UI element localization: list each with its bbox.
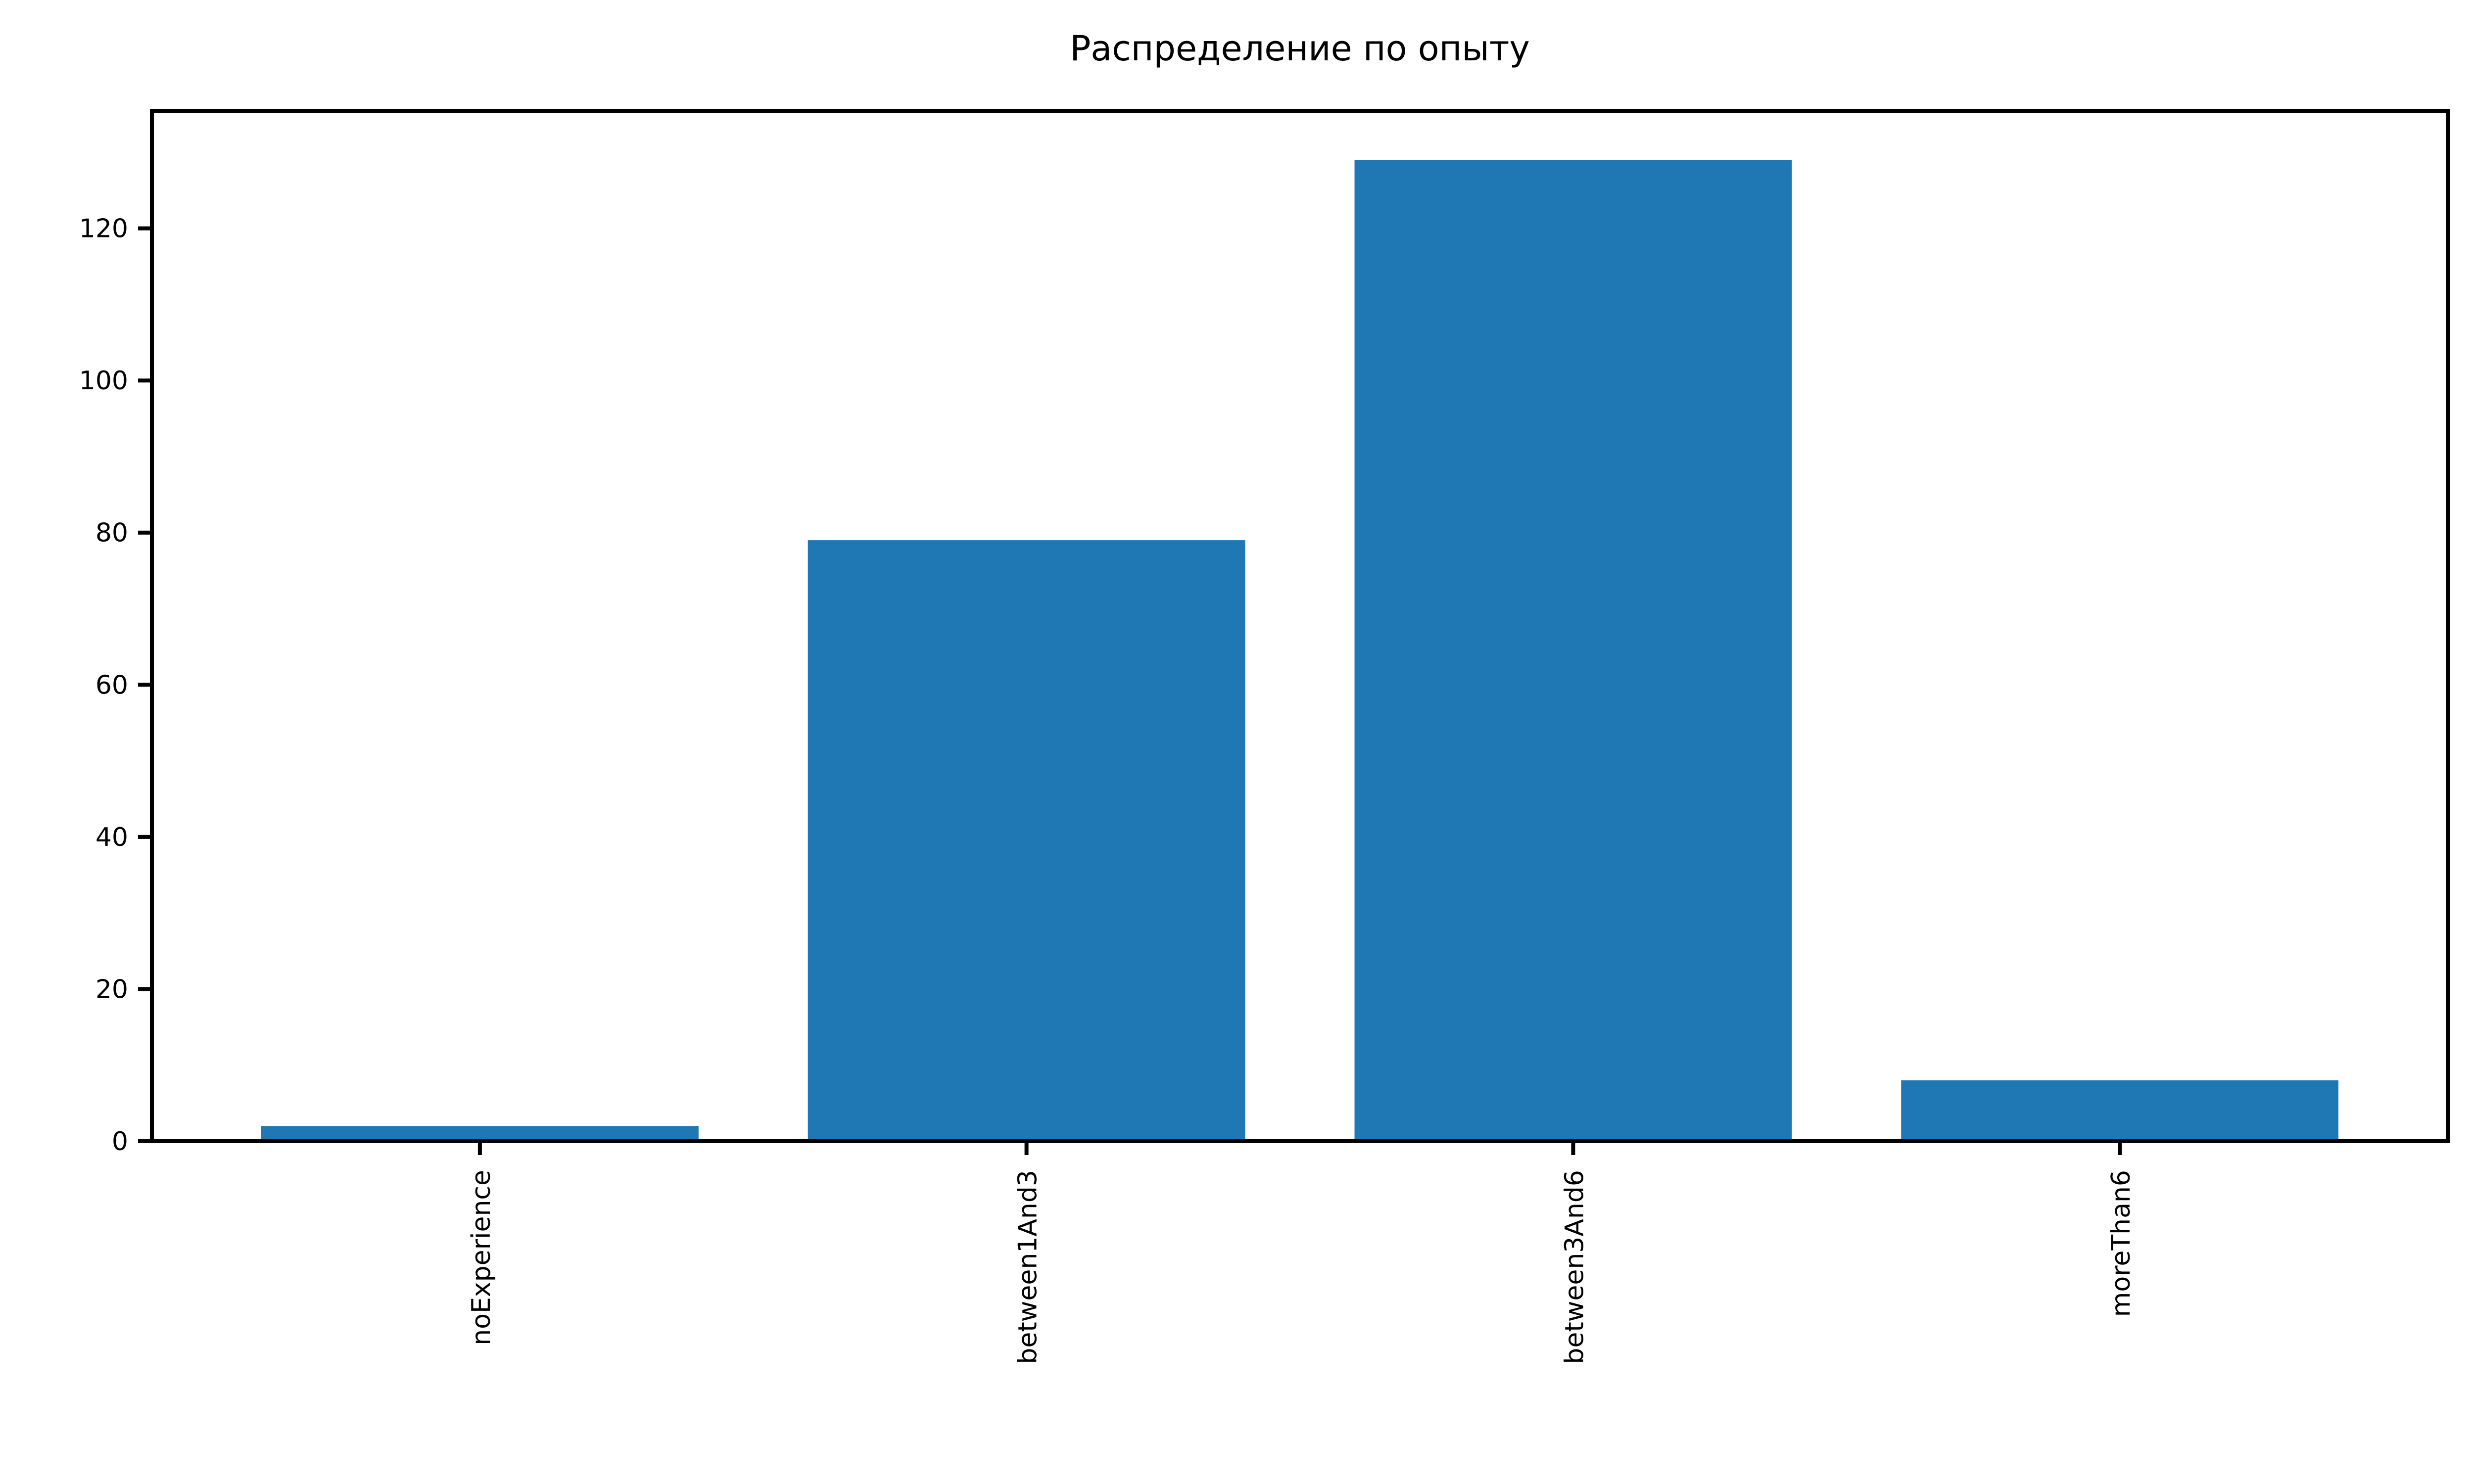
y-tick-label: 100 — [79, 366, 128, 396]
bars-group — [261, 160, 2338, 1142]
x-tick-label: between3And6 — [1560, 1170, 1589, 1364]
x-tick-label: moreThan6 — [2106, 1170, 2136, 1317]
bar-between1And3 — [808, 540, 1245, 1141]
y-tick-label: 60 — [95, 670, 128, 700]
chart-title: Распределение по опыту — [1070, 28, 1530, 69]
bar-between3And6 — [1354, 160, 1792, 1142]
y-tick-label: 0 — [112, 1127, 128, 1157]
x-tick-label: noExperience — [467, 1170, 496, 1345]
y-tick-label: 120 — [79, 214, 128, 244]
x-tick-label: between1And3 — [1013, 1170, 1043, 1364]
bar-moreThan6 — [1901, 1080, 2338, 1141]
y-tick-label: 80 — [95, 518, 128, 548]
y-tick-label: 40 — [95, 823, 128, 852]
bar-noExperience — [261, 1126, 699, 1141]
plot-frame — [150, 109, 2450, 1143]
y-tick-label: 20 — [95, 974, 128, 1004]
y-axis: 0 20 40 60 80 100 120 — [79, 214, 152, 1157]
x-axis: noExperience between1And3 between3And6 more… — [467, 1141, 2136, 1364]
